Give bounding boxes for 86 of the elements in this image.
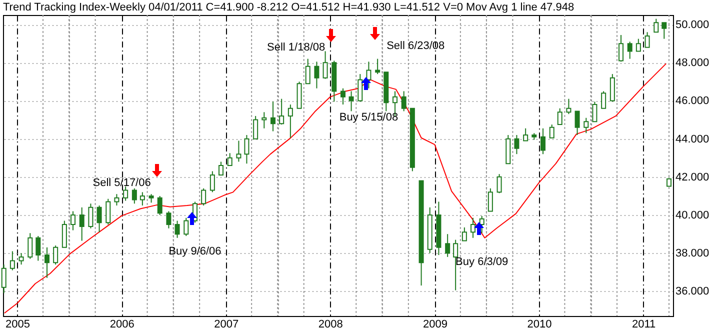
candlestick [358,74,363,102]
y-tick-label: 38.000 [676,248,710,260]
candlestick [44,246,50,278]
x-tick-label: 2009 [422,318,448,330]
y-tick-label: 42.000 [676,171,710,184]
candlestick [70,210,76,231]
candlestick [305,58,310,84]
candlestick [496,174,502,194]
x-tick-label: 2011 [632,318,656,330]
candlestick [462,226,467,242]
candlestick [479,215,484,234]
candlestick [618,34,624,62]
y-tick-label: 36.000 [676,286,710,298]
x-tick-label: 2005 [6,318,30,330]
annotation: Buy 6/3/09 [456,256,508,268]
x-tick-label: 2008 [318,318,343,330]
candlestick [610,74,615,102]
annotation: Buy 9/6/06 [168,246,222,258]
y-tick-label: 50.000 [676,19,710,32]
candlestick [279,98,284,126]
candlestick [18,252,24,266]
candlestick [549,124,554,138]
candlestick [96,205,102,233]
candlestick [514,134,520,155]
candlestick [157,195,162,216]
candlestick [123,186,128,202]
candlestick [210,170,215,193]
candlestick [375,58,380,75]
candlestick [132,188,137,204]
candlestick [314,61,320,89]
candlestick [523,128,528,142]
candlestick [62,220,67,248]
candlestick [366,61,372,89]
candlestick [566,98,572,115]
candlestick [557,108,562,126]
candlestick [236,140,242,162]
candlestick [340,88,346,106]
candlestick [601,90,606,109]
x-tick-label: 2007 [214,318,239,330]
candlestick [488,188,493,212]
candlestick [114,194,120,206]
candlestick [592,101,598,122]
candlestick [401,90,406,112]
candlestick [627,41,632,60]
chart-title: Trend Tracking Index-Weekly 04/01/2011 C=41.900 -8.212 O=41.512 H=41.930 L=41.512 V=0 Mov Avg 1 line 47.948 [3,2,574,14]
candlestick [184,217,189,236]
candlestick [654,18,659,33]
line-series [4,63,667,314]
candlestick [53,245,58,266]
candlestick [288,104,293,138]
x-tick-label: 2010 [527,318,552,330]
candlestick [262,112,267,129]
annotation: Sell 5/17/06 [92,176,151,189]
candlestick [166,210,172,229]
candlestick [10,250,15,271]
annotation: Sell 6/23/08 [386,40,445,52]
y-tick-label: 46.000 [676,95,710,108]
x-tick-label: 2006 [110,318,134,330]
y-tick-label: 40.000 [676,210,710,222]
candlestick [218,161,224,176]
candlestick [140,192,145,206]
annotation: Buy 5/15/08 [339,111,398,124]
candlestick [584,117,589,134]
candlestick [348,90,354,112]
candlestick [253,115,258,140]
candlestick [574,110,580,136]
candlestick [201,188,206,206]
candlestick [322,50,328,80]
candlestick [79,206,84,242]
candlestick [445,234,450,258]
y-tick-label: 48.000 [676,57,710,70]
candlestick [636,38,641,52]
candlestick [88,203,94,229]
candlestick [28,232,33,260]
annotation: Sell 1/18/08 [267,42,326,54]
candlestick [644,32,650,48]
candlestick [106,198,111,226]
candlestick [174,220,180,238]
y-tick-label: 44.000 [676,133,710,146]
candlestick [227,152,232,166]
candlestick [270,101,276,132]
candlestick [244,134,250,164]
candlestick [470,217,476,238]
candlestick [540,128,546,155]
candlestick [662,22,667,40]
candlestick [36,235,41,262]
